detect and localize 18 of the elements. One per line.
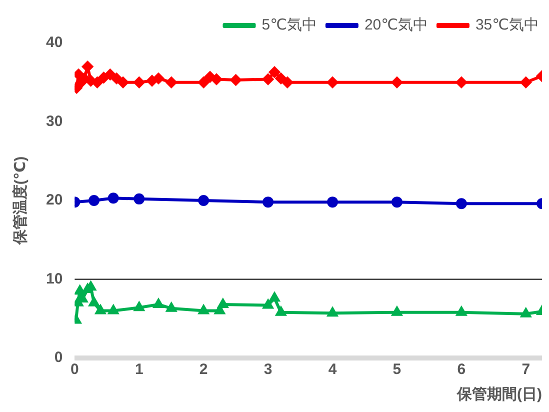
- legend-label: 35℃気中: [475, 16, 539, 34]
- y-tick-label: 0: [54, 349, 63, 366]
- x-tick-label: 7: [522, 361, 530, 378]
- x-axis-title: 保管期間(日): [456, 386, 542, 404]
- x-tick-label: 6: [457, 361, 466, 378]
- x-tick-label: 4: [328, 361, 338, 378]
- y-tick-label: 30: [46, 112, 63, 130]
- x-tick-label: 1: [134, 361, 144, 378]
- x-tick-label: 3: [264, 361, 272, 378]
- legend-label: 5℃気中: [262, 16, 317, 34]
- x-tick-label: 0: [70, 361, 79, 378]
- x-tick-label: 2: [199, 361, 208, 378]
- y-axis-title: 保管温度(℃): [11, 156, 30, 246]
- x-tick-label: 5: [392, 361, 402, 378]
- y-tick-label: 10: [46, 270, 63, 288]
- y-tick-label: 40: [46, 34, 63, 52]
- y-tick-label: 20: [46, 192, 63, 209]
- legend-label: 20℃気中: [364, 16, 428, 34]
